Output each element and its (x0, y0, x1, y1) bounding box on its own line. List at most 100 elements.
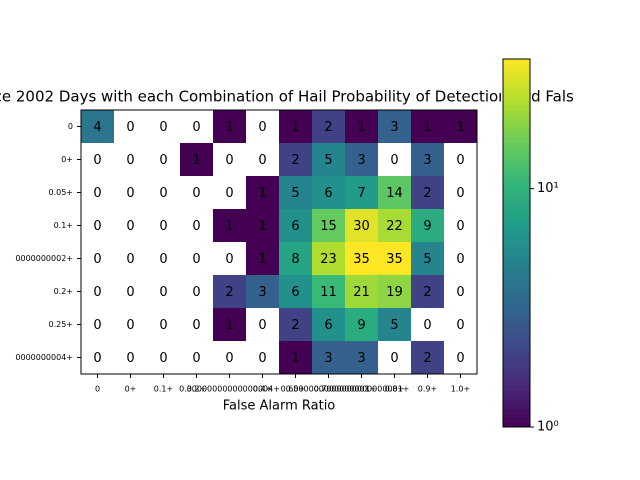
cell-label: 21 (353, 285, 370, 300)
colorbar-band (503, 63, 530, 69)
colorbar-band (503, 302, 530, 308)
heatmap-cell (312, 209, 346, 243)
colorbar-band (503, 335, 530, 341)
colorbar-band (503, 114, 530, 120)
cell-label: 0 (192, 351, 200, 366)
cell-label: 1 (258, 219, 266, 234)
cell-label: 3 (324, 351, 332, 366)
y-tick-label: 0000000002+ (15, 254, 73, 263)
colorbar-band (503, 243, 530, 249)
heatmap-cell (378, 110, 412, 144)
heatmap-cell (147, 143, 181, 177)
cell-label: 1 (357, 120, 365, 135)
heatmap-cell (378, 209, 412, 243)
heatmap-cell (312, 275, 346, 309)
heatmap-cell (81, 242, 115, 276)
heatmap-cell (246, 242, 280, 276)
cell-label: 0 (456, 351, 464, 366)
colorbar-band (503, 298, 530, 304)
heatmap-cell (378, 176, 412, 210)
cell-label: 0 (126, 120, 134, 135)
cell-label: 0 (192, 120, 200, 135)
heatmap-cell (411, 275, 445, 309)
heatmap-cell (114, 176, 148, 210)
heatmap-cell (246, 143, 280, 177)
cell-label: 15 (320, 219, 337, 234)
colorbar-band (503, 59, 530, 65)
cell-label: 0 (390, 351, 398, 366)
heatmap-cell (114, 209, 148, 243)
heatmap-cell (213, 242, 247, 276)
cell-label: 0 (159, 285, 167, 300)
heatmap-cell (279, 209, 313, 243)
colorbar-band (503, 344, 530, 350)
colorbar-band (503, 261, 530, 267)
heatmap-cell (444, 242, 478, 276)
x-tick-label: 0.9+ (418, 385, 437, 394)
colorbar-band (503, 210, 530, 216)
colorbar-band (503, 312, 530, 318)
colorbar-band (503, 128, 530, 134)
colorbar-band (503, 321, 530, 327)
cell-label: 0 (225, 153, 233, 168)
cell-label: 23 (320, 252, 337, 267)
colorbar-band (503, 256, 530, 262)
heatmap-cell (81, 143, 115, 177)
cell-label: 0 (126, 153, 134, 168)
heatmap-cell (246, 308, 280, 342)
cell-label: 0 (456, 252, 464, 267)
cell-label: 0 (159, 252, 167, 267)
heatmap-cell (180, 275, 214, 309)
cell-label: 1 (225, 219, 233, 234)
colorbar-band (503, 279, 530, 285)
colorbar-band (503, 417, 530, 423)
heatmap-cell (147, 209, 181, 243)
x-tick-label: 0.8+ (385, 385, 404, 394)
cell-label: 0 (423, 318, 431, 333)
colorbar-band (503, 224, 530, 230)
colorbar-band (503, 307, 530, 313)
heatmap-cell (444, 143, 478, 177)
y-tick-label: 0.1+ (54, 221, 73, 230)
heatmap-cell (81, 176, 115, 210)
colorbar-band (503, 174, 530, 180)
heatmap-cell (180, 242, 214, 276)
cell-label: 0 (159, 219, 167, 234)
colorbar-band (503, 95, 530, 101)
colorbar-band (503, 187, 530, 193)
cell-label: 0 (93, 318, 101, 333)
cell-label: 0 (126, 252, 134, 267)
heatmap-cell (378, 341, 412, 375)
colorbar-band (503, 381, 530, 387)
cell-label: 0 (93, 351, 101, 366)
cell-label: 0 (456, 153, 464, 168)
colorbar-band (503, 164, 530, 170)
cell-label: 0 (390, 153, 398, 168)
cell-label: 1 (258, 252, 266, 267)
heatmap-cell (180, 176, 214, 210)
cell-label: 4 (93, 120, 101, 135)
cell-label: 0 (159, 153, 167, 168)
heatmap-cell (81, 209, 115, 243)
cell-label: 1 (291, 120, 299, 135)
heatmap-cell (213, 143, 247, 177)
colorbar-band (503, 118, 530, 124)
cell-label: 1 (456, 120, 464, 135)
colorbar-band (503, 192, 530, 198)
heatmap-cell (180, 143, 214, 177)
heatmap-cell (246, 176, 280, 210)
cell-label: 1 (423, 120, 431, 135)
cell-label: 0 (126, 351, 134, 366)
colorbar-band (503, 284, 530, 290)
heatmap-cell (81, 308, 115, 342)
heatmap-cell (213, 110, 247, 144)
heatmap-cell (312, 110, 346, 144)
cell-label: 0 (126, 219, 134, 234)
cell-label: 0 (93, 285, 101, 300)
heatmap-cell (444, 308, 478, 342)
heatmap-cell (147, 341, 181, 375)
colorbar-tick-label: 10⁰ (537, 420, 559, 435)
heatmap-cell (81, 110, 115, 144)
colorbar-band (503, 100, 530, 106)
colorbar-band (503, 252, 530, 258)
